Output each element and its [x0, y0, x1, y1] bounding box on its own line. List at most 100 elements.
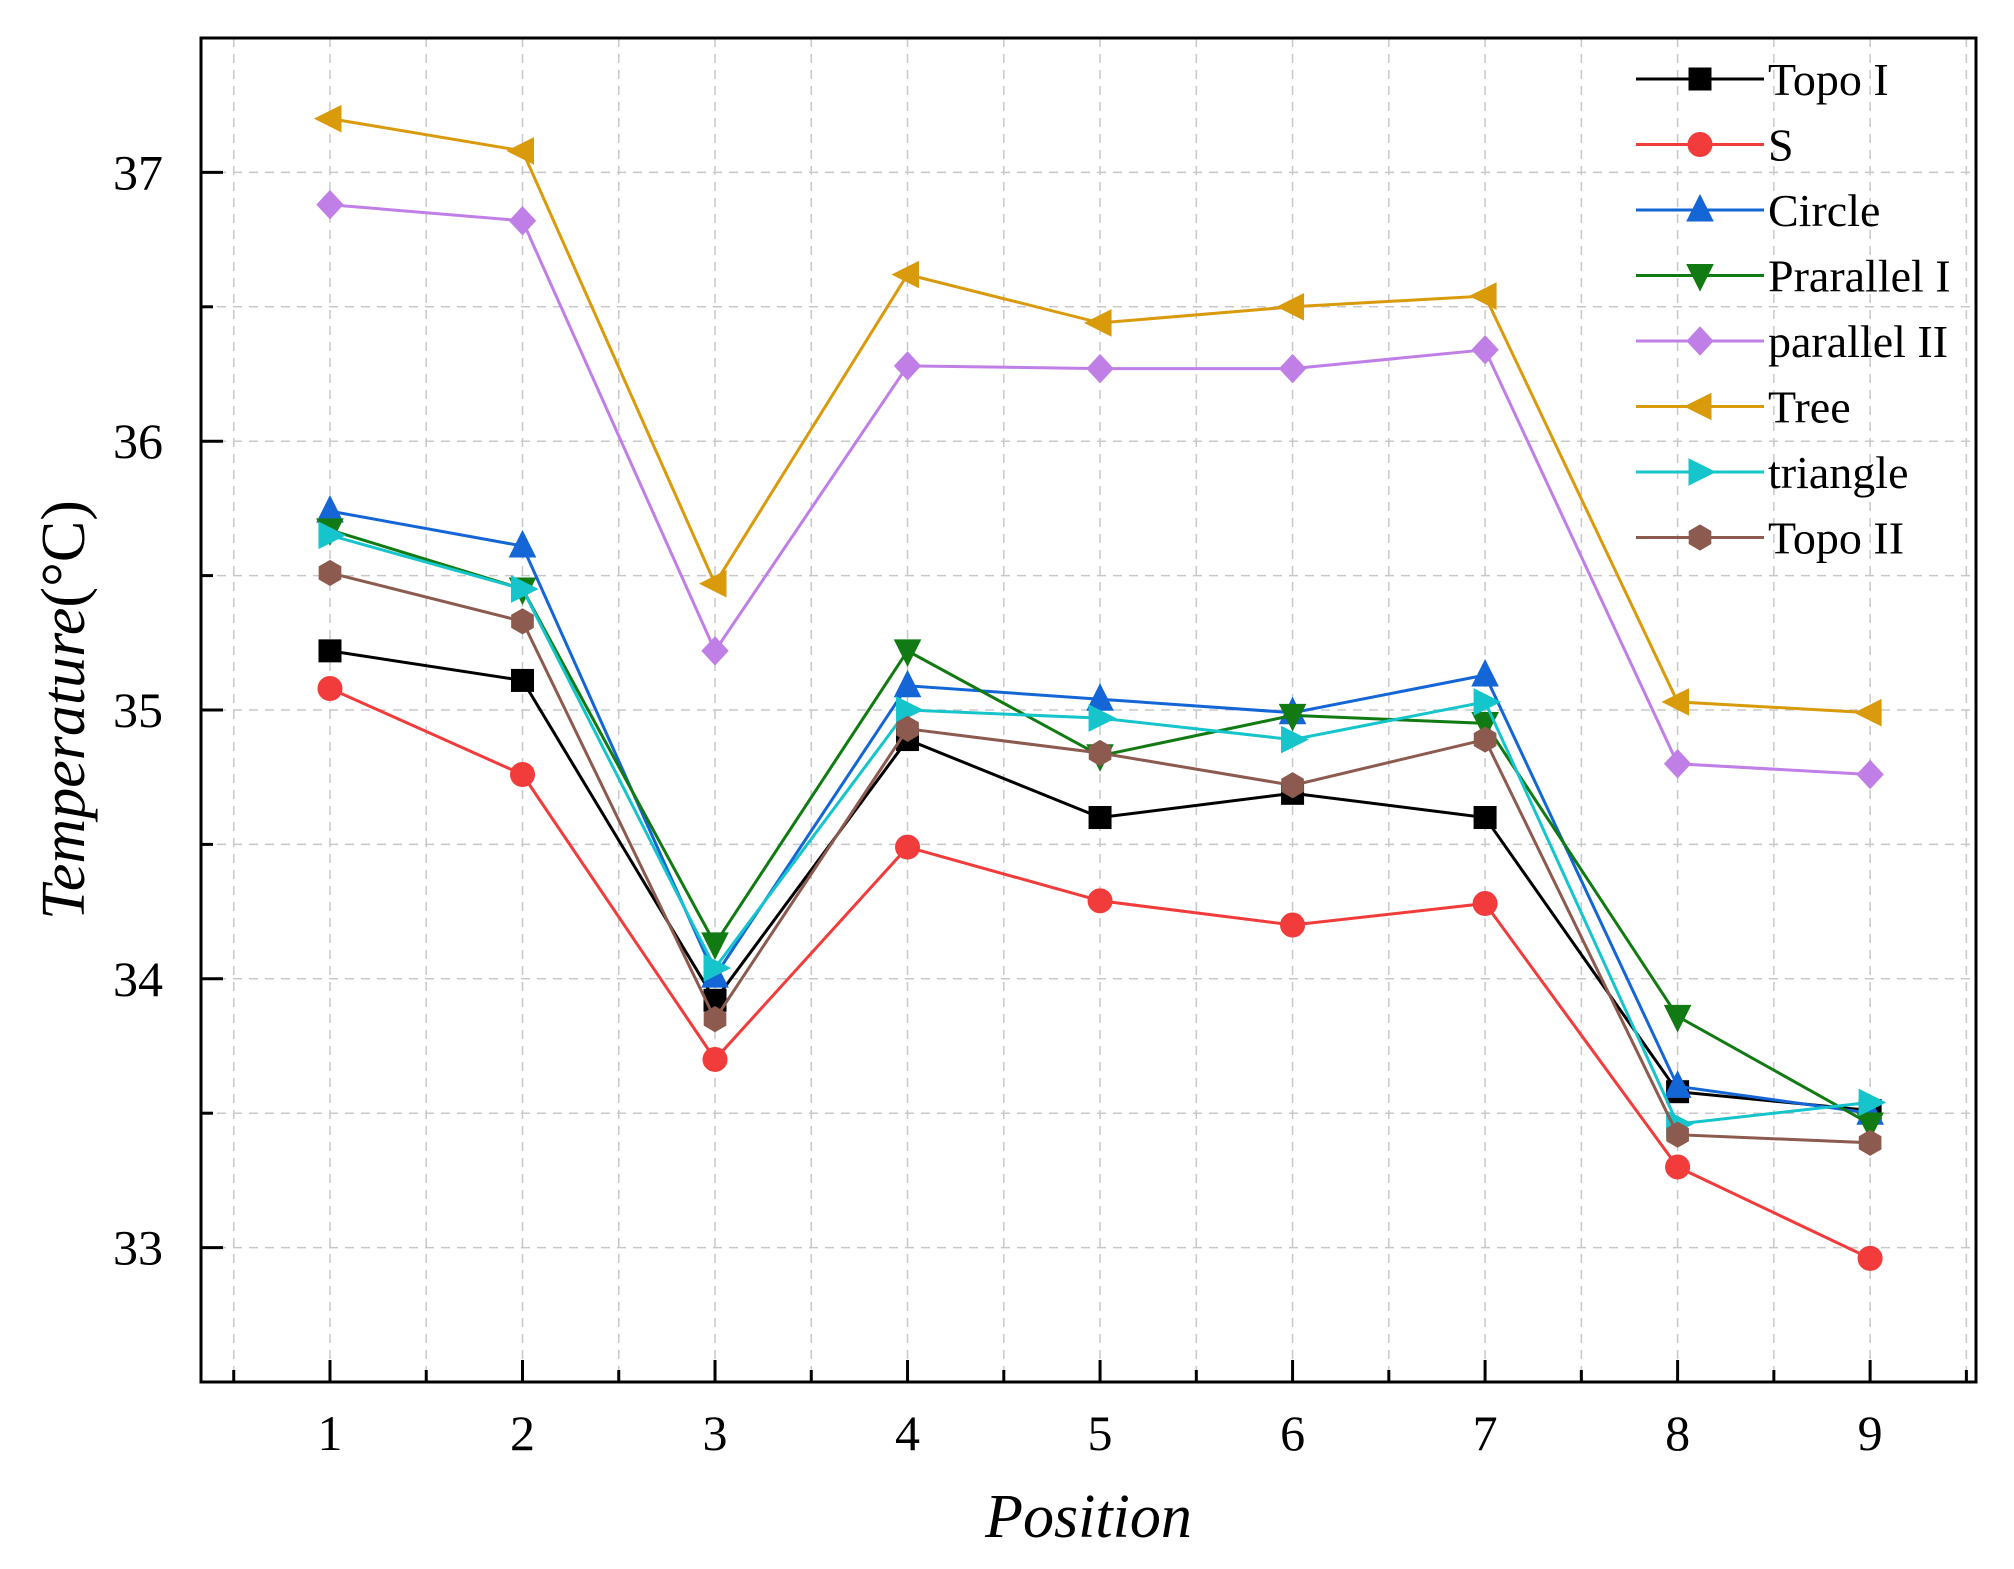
data-point	[893, 639, 922, 667]
data-point	[895, 834, 921, 860]
data-point	[508, 206, 537, 236]
data-point	[896, 715, 919, 742]
legend-marker	[1686, 193, 1714, 222]
data-point	[701, 932, 729, 960]
data-point	[1858, 1129, 1882, 1156]
series-tree	[313, 104, 1882, 727]
legend: Topo I S Circle Prarallel I parallel II Tree t…	[1636, 54, 1951, 564]
data-point	[1088, 739, 1112, 767]
legend-item: Topo II	[1636, 513, 1904, 564]
data-point	[893, 669, 922, 698]
legend-item: S	[1636, 120, 1794, 171]
legend-item: Topo I	[1636, 54, 1889, 105]
legend-label: Topo I	[1768, 54, 1889, 105]
legend-item: Tree	[1636, 382, 1851, 433]
data-point	[1278, 703, 1307, 732]
data-point	[1083, 309, 1112, 337]
legend-marker	[1688, 524, 1712, 551]
legend-marker	[1688, 458, 1717, 486]
legend-marker	[1686, 326, 1714, 356]
data-point	[1087, 888, 1113, 914]
legend-label: triangle	[1768, 447, 1909, 498]
data-point	[1663, 749, 1692, 779]
legend-label: Topo II	[1768, 513, 1904, 564]
data-point	[318, 639, 342, 663]
y-axis-title-unit: (°C)	[30, 500, 98, 607]
data-point	[1281, 725, 1309, 754]
series-topo-ii	[318, 559, 1882, 1156]
legend-item: Circle	[1636, 185, 1880, 236]
data-point	[1088, 806, 1112, 830]
data-point	[316, 494, 344, 523]
y-tick-label: 34	[113, 951, 163, 1007]
data-point	[1472, 891, 1498, 917]
data-point	[511, 608, 534, 635]
legend-marker	[1687, 132, 1713, 157]
data-point	[316, 189, 344, 220]
data-point	[1473, 688, 1502, 716]
data-point	[511, 668, 535, 692]
y-tick-label: 35	[113, 682, 163, 738]
y-axis-title: Temperature(°C)	[30, 500, 98, 920]
legend-marker	[1688, 67, 1712, 91]
legend-marker	[1683, 392, 1712, 421]
data-point	[1471, 335, 1499, 365]
data-point	[1856, 1112, 1884, 1141]
x-tick-label: 9	[1858, 1405, 1883, 1461]
data-point	[508, 529, 537, 558]
data-point	[1663, 1004, 1692, 1033]
x-tick-label: 4	[895, 1405, 920, 1461]
series-s	[317, 675, 1883, 1271]
data-point	[1471, 658, 1499, 687]
data-point	[1468, 282, 1497, 310]
data-point	[698, 569, 727, 598]
legend-marker	[1686, 264, 1714, 292]
legend-item: Prarallel I	[1636, 251, 1951, 302]
data-point	[1473, 726, 1497, 753]
series-parallel-ii	[316, 189, 1884, 790]
data-point	[1857, 1245, 1883, 1271]
data-point	[1665, 1154, 1691, 1180]
data-point	[1666, 1121, 1689, 1148]
x-tick-label: 1	[317, 1405, 342, 1461]
data-point	[896, 696, 924, 724]
data-point	[1280, 912, 1306, 938]
data-point	[1278, 353, 1307, 384]
data-point	[1473, 806, 1497, 830]
y-axis-title-text: Temperature	[30, 608, 98, 920]
data-point	[1086, 353, 1114, 384]
data-point	[318, 521, 347, 550]
legend-item: triangle	[1636, 447, 1909, 498]
data-point	[702, 1046, 728, 1072]
legend-label: parallel II	[1768, 316, 1948, 367]
legend-label: Prarallel I	[1768, 251, 1951, 302]
data-point	[510, 762, 536, 788]
y-tick-label: 37	[113, 144, 163, 200]
data-point	[1856, 759, 1884, 790]
x-tick-label: 7	[1473, 1405, 1498, 1461]
x-tick-label: 6	[1280, 1405, 1305, 1461]
series-line	[329, 117, 1871, 715]
data-point	[317, 675, 343, 701]
data-point	[1088, 704, 1117, 732]
legend-label: Circle	[1768, 185, 1880, 236]
data-point	[1858, 1088, 1887, 1117]
data-point	[1276, 292, 1305, 321]
series-circle	[316, 494, 1884, 1125]
data-point	[506, 137, 535, 165]
legend-label: S	[1768, 120, 1794, 171]
data-point	[1281, 772, 1304, 799]
y-tick-label: 33	[113, 1220, 163, 1276]
data-point	[891, 260, 920, 289]
data-point	[701, 636, 729, 666]
data-point	[1661, 688, 1690, 716]
legend-item: parallel II	[1636, 316, 1948, 367]
x-tick-label: 2	[510, 1405, 535, 1461]
data-point	[893, 351, 922, 381]
data-point	[1663, 1070, 1692, 1098]
data-point	[313, 104, 342, 133]
y-tick-label: 36	[113, 413, 163, 469]
